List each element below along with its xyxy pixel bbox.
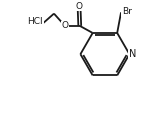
Text: HCl: HCl: [27, 18, 43, 26]
Text: N: N: [129, 49, 136, 59]
Text: Br: Br: [122, 7, 132, 16]
Text: O: O: [76, 2, 83, 11]
Text: O: O: [61, 21, 68, 30]
